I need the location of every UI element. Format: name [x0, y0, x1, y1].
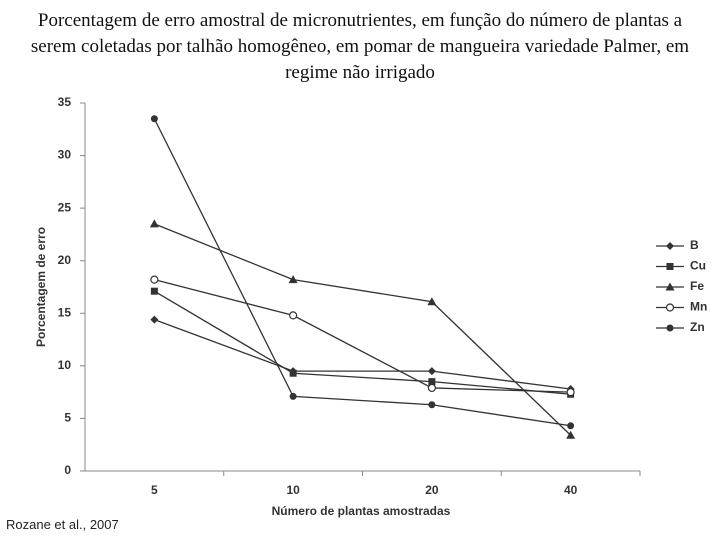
data-point: [150, 115, 158, 123]
x-tick-label: 20: [425, 483, 439, 497]
y-tick-label: 20: [58, 253, 72, 267]
data-point: [428, 401, 436, 409]
series-line: [154, 290, 571, 395]
chart-title: Porcentagem de erro amostral de micronut…: [30, 10, 690, 83]
source: Rozane et al., 2007: [6, 517, 119, 532]
y-tick-label: 25: [58, 200, 72, 214]
series-line: [153, 118, 571, 427]
legend-marker: [666, 263, 674, 270]
y-tick-label: 5: [64, 411, 71, 425]
y-axis-label: Porcentagem de erro: [34, 227, 48, 347]
data-point: [427, 367, 436, 376]
data-point: [288, 275, 298, 284]
data-point: [289, 369, 297, 377]
x-tick-label: 5: [151, 483, 158, 497]
legend-marker: [666, 242, 674, 250]
y-tick-label: 15: [58, 305, 72, 319]
y-tick-label: 30: [58, 148, 72, 162]
data-point: [150, 287, 158, 295]
y-tick-label: 35: [58, 95, 72, 109]
data-point: [427, 383, 436, 393]
data-point: [567, 422, 575, 430]
legend-marker: [665, 303, 675, 312]
legend-label: Zn: [690, 320, 705, 334]
y-tick-label: 0: [64, 463, 71, 477]
data-point: [428, 378, 436, 386]
data-point: [289, 311, 298, 320]
legend-label: B: [690, 238, 699, 252]
x-axis-label: Número de plantas amostradas: [272, 504, 451, 518]
legend-label: Fe: [690, 279, 704, 293]
data-point: [427, 297, 437, 306]
legend-marker: [666, 324, 674, 332]
x-tick-label: 40: [564, 483, 578, 497]
data-point: [150, 275, 159, 284]
legend-label: Mn: [690, 300, 707, 314]
series-line: [154, 279, 571, 393]
series-line: [154, 223, 572, 436]
data-point: [289, 392, 297, 400]
x-tick-label: 10: [286, 483, 300, 497]
data-point: [566, 430, 576, 439]
legend-marker: [665, 282, 675, 291]
series-line: [154, 318, 571, 390]
data-point: [149, 219, 159, 228]
y-tick-label: 10: [58, 358, 72, 372]
legend-label: Cu: [690, 259, 706, 273]
data-point: [566, 388, 575, 397]
data-point: [150, 315, 159, 324]
